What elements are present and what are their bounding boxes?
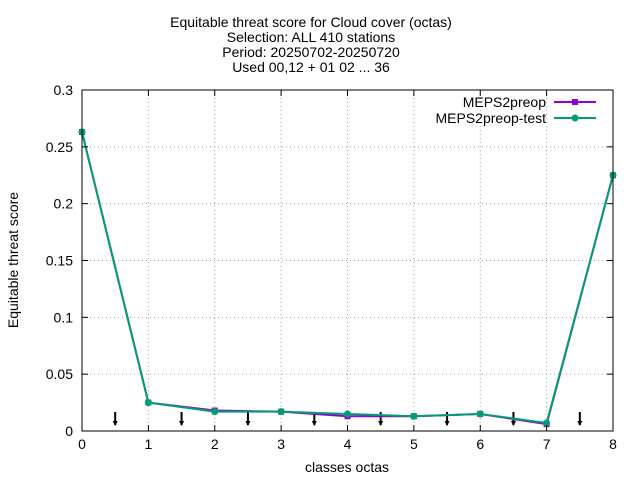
- x-tick-label: 4: [344, 436, 352, 452]
- y-tick-label: 0.05: [46, 366, 73, 382]
- title-line-1: Equitable threat score for Cloud cover (…: [170, 14, 452, 30]
- legend-entry: MEPS2preop: [463, 94, 596, 110]
- boundary-arrow: [179, 412, 185, 426]
- series-2: [78, 128, 617, 427]
- y-axis-ticks: 0 0.05 0.1 0.15 0.2 0.25 0.3: [46, 82, 613, 439]
- title-line-2: Selection: ALL 410 stations: [227, 29, 395, 45]
- data-point: [144, 399, 152, 407]
- x-tick-label: 7: [543, 436, 551, 452]
- data-point: [211, 408, 219, 416]
- data-point: [476, 410, 484, 418]
- y-tick-label: 0.25: [46, 139, 73, 155]
- data-point: [344, 410, 351, 418]
- chart-title: Equitable threat score for Cloud cover (…: [170, 14, 452, 75]
- legend-label: MEPS2preop: [463, 94, 546, 110]
- legend-marker: [572, 99, 578, 105]
- y-tick-label: 0.15: [46, 253, 73, 269]
- x-tick-label: 1: [144, 436, 152, 452]
- legend-entry: MEPS2preop-test: [436, 110, 596, 126]
- y-tick-label: 0: [65, 423, 73, 439]
- x-tick-label: 5: [410, 436, 418, 452]
- data-point: [410, 412, 418, 420]
- legend-label: MEPS2preop-test: [436, 110, 547, 126]
- data-point: [543, 419, 551, 427]
- boundary-arrow: [245, 412, 251, 426]
- boundary-arrow: [577, 412, 583, 426]
- x-tick-label: 8: [609, 436, 617, 452]
- plot-frame: [81, 89, 614, 432]
- y-tick-label: 0.1: [54, 309, 74, 325]
- title-line-3: Period: 20250702-20250720: [222, 44, 400, 60]
- x-tick-label: 3: [277, 436, 285, 452]
- x-axis-label: classes octas: [305, 459, 389, 475]
- legend-marker: [571, 114, 579, 122]
- x-tick-label: 2: [211, 436, 219, 452]
- boundary-arrow: [112, 412, 118, 426]
- y-tick-label: 0.2: [54, 196, 74, 212]
- grid: [82, 90, 613, 431]
- y-tick-label: 0.3: [54, 82, 74, 98]
- x-axis-ticks: 0 1 2 3 4 5 6 7 8: [78, 90, 617, 452]
- x-tick-label: 0: [78, 436, 86, 452]
- series-line: [81, 131, 614, 425]
- y-axis-label: Equitable threat score: [5, 192, 21, 328]
- x-tick-label: 6: [476, 436, 484, 452]
- title-line-4: Used 00,12 + 01 02 ... 36: [232, 59, 390, 75]
- data-point: [277, 408, 285, 416]
